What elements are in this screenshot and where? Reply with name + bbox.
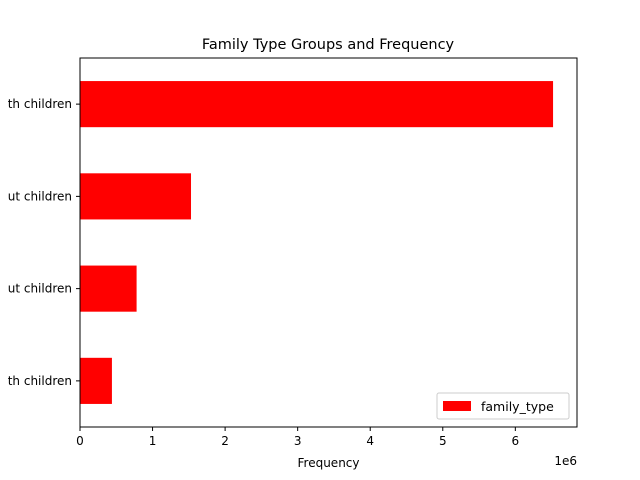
chart-title: Family Type Groups and Frequency — [202, 37, 455, 53]
legend-swatch — [443, 401, 471, 411]
bar-3 — [80, 357, 112, 404]
bar-1 — [80, 173, 192, 220]
y-tick-label-2: ut children — [8, 282, 72, 296]
bar-0 — [80, 81, 554, 128]
x-tick-label-6: 6 — [512, 434, 520, 448]
x-tick-label-5: 5 — [439, 434, 447, 448]
x-axis-label: Frequency — [298, 456, 360, 470]
legend: family_type — [436, 392, 570, 420]
bar-2 — [80, 265, 137, 312]
legend-box — [436, 392, 570, 420]
bars-group — [80, 81, 554, 404]
x-ticks-group: 0 1 2 3 4 5 6 — [76, 427, 519, 448]
plot-frame — [79, 57, 578, 428]
y-tick-label-1: ut children — [8, 189, 72, 203]
y-tick-label-3: th children — [8, 374, 72, 388]
legend-label: family_type — [481, 399, 554, 414]
x-tick-label-3: 3 — [294, 434, 302, 448]
x-axis-scale-label: 1e6 — [554, 454, 577, 468]
x-tick-label-1: 1 — [149, 434, 157, 448]
x-tick-label-4: 4 — [366, 434, 374, 448]
y-tick-label-0: th children — [8, 97, 72, 111]
y-ticks-group: th children ut children ut children th chil… — [8, 97, 80, 388]
x-tick-label-0: 0 — [76, 434, 84, 448]
x-tick-label-2: 2 — [221, 434, 229, 448]
